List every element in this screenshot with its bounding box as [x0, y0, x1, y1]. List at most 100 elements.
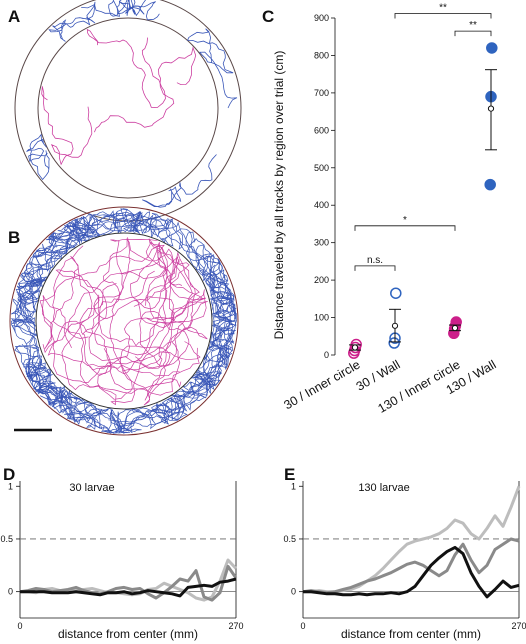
inner-track — [47, 320, 201, 396]
data-point — [390, 287, 402, 299]
wall-track — [151, 331, 235, 423]
inner-track — [94, 46, 197, 133]
inner-track — [120, 238, 190, 406]
x-tick-label: 270 — [228, 621, 243, 631]
wall-track — [11, 234, 78, 328]
wall-track — [81, 0, 147, 17]
arena-inner-circle — [37, 17, 219, 199]
inner-track — [39, 244, 168, 349]
significance-label: ** — [439, 3, 447, 14]
panel-d-chart: 30 larvae distance from center (mm) 0 0.5… — [0, 481, 244, 641]
wall-track — [195, 244, 235, 315]
y-axis-label: Distance traveled by all tracks by regio… — [272, 51, 286, 340]
wall-track — [142, 154, 217, 208]
series-line — [303, 545, 520, 599]
x-axis-label: distance from center (mm) — [58, 627, 198, 641]
wall-track — [45, 216, 101, 244]
wall-track — [154, 299, 235, 425]
inner-track — [55, 256, 179, 356]
panel-letter-c: C — [262, 7, 274, 26]
inner-track — [61, 270, 171, 394]
inner-track — [86, 28, 166, 108]
panel-letter-e: E — [284, 465, 295, 484]
wall-track — [33, 212, 91, 258]
y-tick-label: 500 — [314, 163, 329, 173]
wall-track — [185, 231, 235, 368]
y-tick-label: 600 — [314, 125, 329, 135]
panel-b-tracks — [10, 208, 238, 434]
wall-track — [22, 210, 141, 344]
category-label: 30 / Wall — [354, 357, 403, 393]
inner-track — [52, 245, 208, 406]
data-point — [388, 337, 400, 349]
panel-letter-a: A — [8, 7, 20, 26]
category-label: 30 / Inner circle — [281, 357, 362, 412]
panel-letter-b: B — [8, 228, 20, 247]
series-line — [20, 577, 237, 598]
arena-inner-circle — [35, 232, 213, 410]
wall-track — [67, 208, 173, 245]
x-tick-label: 0 — [17, 621, 22, 631]
data-point — [484, 178, 496, 191]
y-tick-label: 0 — [324, 350, 329, 360]
data-point — [486, 42, 498, 54]
significance-bracket — [454, 30, 492, 37]
y-tick-label: 0.5 — [283, 534, 296, 544]
wall-track — [18, 212, 143, 305]
inner-track — [88, 237, 208, 372]
x-tick-label: 270 — [511, 621, 526, 631]
wall-track — [166, 218, 237, 371]
arena-outer-wall — [14, 0, 242, 222]
inner-track — [97, 237, 206, 400]
wall-track — [26, 133, 50, 181]
wall-track — [48, 1, 96, 42]
wall-track — [14, 343, 73, 414]
significance-bracket — [354, 225, 456, 231]
wall-track — [66, 399, 112, 434]
y-tick-label: 800 — [314, 50, 329, 60]
inner-track — [42, 255, 180, 383]
wall-track — [187, 28, 238, 109]
wall-track — [182, 344, 233, 399]
chart-title: 30 larvae — [69, 482, 114, 494]
significance-label: ** — [469, 20, 477, 31]
x-axis-label: distance from center (mm) — [341, 627, 481, 641]
mean-marker — [451, 324, 459, 332]
panel-a-tracks — [26, 0, 238, 208]
inner-track — [93, 239, 181, 401]
y-tick-label: 400 — [314, 200, 329, 210]
mean-marker — [487, 105, 495, 112]
y-tick-label: 200 — [314, 275, 329, 285]
x-tick-label: 0 — [300, 621, 305, 631]
significance-label: n.s. — [367, 255, 383, 266]
significance-bracket — [354, 265, 396, 271]
wall-track — [15, 214, 96, 308]
mean-marker — [391, 322, 399, 329]
y-tick-label: 0.5 — [0, 534, 13, 544]
wall-track — [11, 277, 64, 409]
y-tick-label: 1 — [8, 481, 13, 491]
series-line — [302, 537, 520, 595]
y-tick-label: 900 — [314, 13, 329, 23]
panel-letter-d: D — [3, 465, 15, 484]
inner-track — [147, 241, 205, 327]
wall-track — [101, 397, 188, 434]
inner-track — [80, 289, 207, 375]
panel-c-chart: Distance traveled by all tracks by regio… — [272, 3, 499, 416]
mean-marker — [351, 344, 359, 351]
series-line — [19, 564, 238, 602]
arena-outer-wall — [9, 206, 239, 436]
y-tick-label: 700 — [314, 88, 329, 98]
wall-track — [186, 238, 233, 319]
wall-track — [116, 0, 160, 21]
y-tick-label: 0 — [8, 587, 13, 597]
chart-title: 130 larvae — [358, 482, 409, 494]
significance-label: * — [403, 215, 407, 226]
significance-bracket — [394, 13, 492, 19]
inner-track — [41, 86, 93, 166]
wall-track — [20, 235, 77, 293]
panel-a-arena — [14, 0, 242, 222]
y-tick-label: 1 — [291, 481, 296, 491]
panel-b-arena — [9, 206, 239, 436]
